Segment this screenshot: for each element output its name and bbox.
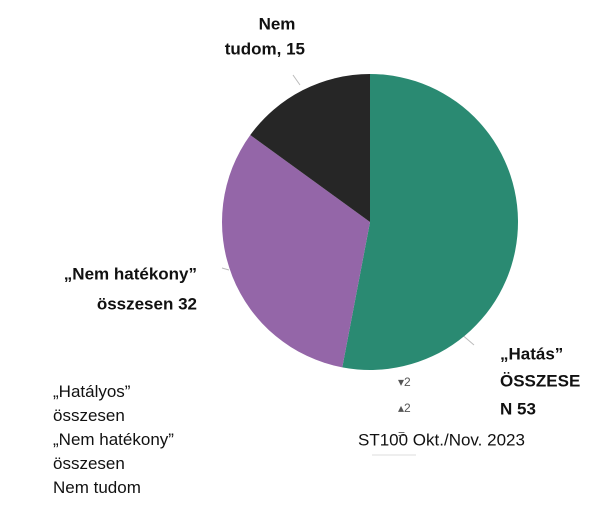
data-label: N 53 xyxy=(500,399,536,418)
pie-slice xyxy=(342,74,518,370)
data-label: összesen 32 xyxy=(97,294,197,313)
data-label: tudom, 15 xyxy=(225,39,305,58)
legend-entry: „Hatályos” összesen xyxy=(53,382,131,425)
data-label: ÖSSZESE xyxy=(500,371,580,390)
legend: „Hatályos” összesen „Nem hatékony” összes… xyxy=(53,380,198,500)
legend-marker: ▴2 xyxy=(398,401,411,415)
legend-marker: = xyxy=(398,427,405,441)
data-label: Nem xyxy=(259,14,296,33)
leader-line xyxy=(292,74,301,86)
source: ST100 Okt./Nov. 2023 xyxy=(358,430,525,449)
leader-line xyxy=(221,267,230,271)
data-label: „Nem hatékony” xyxy=(64,264,197,283)
legend-entry: „Nem hatékony” összesen xyxy=(53,430,174,473)
data-label: „Hatás” xyxy=(500,344,563,363)
pie-slice xyxy=(221,135,370,368)
legend-entry: Nem tudom xyxy=(53,478,141,497)
legend-marker: ▾2 xyxy=(398,375,411,389)
pie-slice xyxy=(250,74,370,222)
